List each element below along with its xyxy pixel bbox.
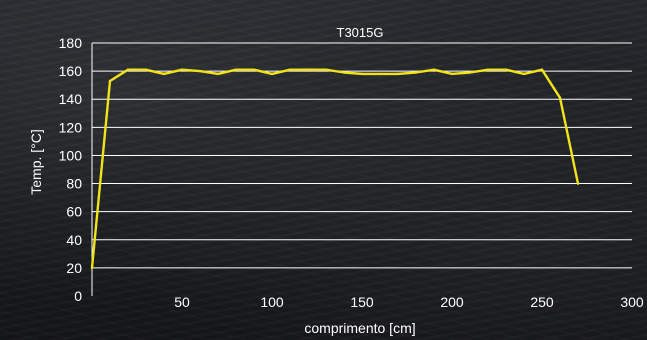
- y-axis-label: Temp. [°C]: [28, 129, 44, 195]
- x-tick-label: 200: [440, 294, 464, 310]
- data-point: [270, 72, 274, 76]
- y-tick-label: 100: [59, 147, 83, 163]
- data-point: [234, 68, 238, 71]
- data-point: [108, 79, 112, 83]
- data-point: [486, 68, 490, 71]
- data-point: [162, 72, 166, 76]
- data-point: [144, 68, 148, 71]
- x-tick-label: 100: [260, 294, 284, 310]
- data-point: [180, 68, 184, 71]
- y-tick-label: 160: [59, 63, 83, 79]
- data-point: [504, 68, 508, 71]
- data-point: [558, 96, 562, 100]
- data-point: [522, 72, 526, 76]
- x-tick-label: 150: [350, 294, 374, 310]
- data-point: [252, 68, 256, 71]
- series-layer: [90, 68, 580, 270]
- y-tick-label: 80: [66, 176, 82, 192]
- grid-lines: [92, 42, 632, 269]
- data-point: [396, 72, 400, 76]
- data-point: [198, 69, 202, 73]
- data-point: [414, 71, 418, 74]
- y-tick-labels: 0 20 40 60 80 100 120 140 160 180: [59, 35, 83, 304]
- data-point: [576, 182, 580, 185]
- data-point: [540, 68, 544, 71]
- y-tick-label: 40: [66, 232, 82, 248]
- x-axis-label: comprimento [cm]: [304, 320, 415, 336]
- data-point: [360, 72, 364, 76]
- data-point: [342, 71, 346, 74]
- data-point: [378, 72, 382, 76]
- y-tick-label: 180: [59, 35, 83, 51]
- data-point: [288, 68, 292, 71]
- data-point: [450, 72, 454, 76]
- x-tick-label: 50: [174, 294, 190, 310]
- y-tick-label: 0: [74, 288, 82, 304]
- data-point: [306, 68, 310, 71]
- x-tick-label: 300: [620, 294, 644, 310]
- x-tick-labels: 50 100 150 200 250 300: [174, 294, 644, 310]
- y-tick-label: 120: [59, 119, 83, 135]
- data-point: [216, 72, 220, 76]
- y-tick-label: 60: [66, 204, 82, 220]
- data-point: [324, 68, 328, 71]
- chart-title: T3015G: [337, 25, 384, 40]
- y-tick-label: 20: [66, 260, 82, 276]
- x-tick-label: 250: [530, 294, 554, 310]
- y-tick-label: 140: [59, 91, 83, 107]
- data-point: [90, 266, 94, 270]
- data-point: [468, 71, 472, 74]
- data-point: [126, 68, 130, 71]
- series-line: [90, 68, 580, 270]
- data-point: [432, 68, 436, 71]
